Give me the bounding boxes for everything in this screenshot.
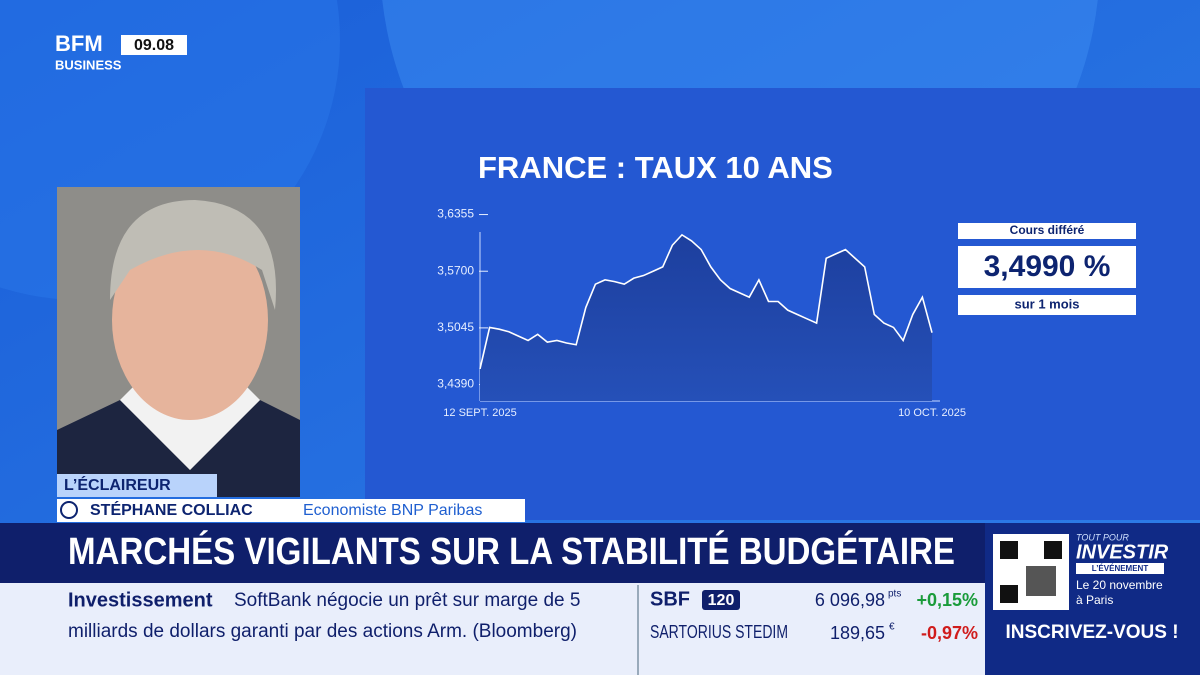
y-tick-label: 3,5700 xyxy=(437,263,474,277)
ticker-bar xyxy=(0,583,985,675)
promo-cta[interactable]: INSCRIVEZ-VOUS ! xyxy=(1005,622,1178,643)
hair xyxy=(110,200,276,310)
show-box xyxy=(57,474,217,497)
promo-tag-box xyxy=(1076,563,1164,574)
guest-box xyxy=(57,499,525,522)
index-value: 6 096,98 xyxy=(815,590,885,610)
promo-text: INVESTIR xyxy=(1076,541,1169,563)
y-tick-label: 3,5045 xyxy=(437,320,474,334)
quote-value: 3,4990 % xyxy=(984,250,1111,283)
guest-role: Economiste BNP Paribas xyxy=(303,502,482,519)
index-badge: 120 xyxy=(708,592,735,609)
promo-text: Le 20 novembre xyxy=(1076,578,1163,592)
headline: MARCHÉS VIGILANTS SUR LA STABILITÉ BUDGÉ… xyxy=(68,529,955,573)
y-tick-label: 3,6355 xyxy=(437,207,474,221)
quote-caption-box xyxy=(958,223,1136,239)
face xyxy=(112,220,268,420)
guest-name: STÉPHANE COLLIAC xyxy=(90,500,253,519)
index-name: SBF xyxy=(650,588,690,610)
index-unit: pts xyxy=(888,589,901,600)
quote-period: sur 1 mois xyxy=(1014,296,1079,311)
chart-title: FRANCE : TAUX 10 ANS xyxy=(478,150,833,185)
chart: 3,4390 3,5045 3,5700 3,6355 12 SEPT. 2025 10 … xyxy=(437,207,966,419)
news-text: milliards de dollars garanti par des act… xyxy=(68,621,577,642)
stock-value: 189,65 xyxy=(830,623,885,643)
stock-change: -0,97% xyxy=(921,623,978,643)
stock-name: SARTORIUS STEDIM xyxy=(650,622,788,642)
x-tick-label: 12 SEPT. 2025 xyxy=(443,407,516,419)
promo-text: L’ÉVÉNEMENT xyxy=(1092,564,1149,573)
area xyxy=(480,234,932,401)
quote-caption: Cours différé xyxy=(1010,223,1085,237)
line xyxy=(479,233,933,370)
news-text: SoftBank négocie un prêt sur marge de 5 xyxy=(234,590,580,611)
news-tag: Investissement xyxy=(68,589,213,611)
logo: BUSINESS xyxy=(55,57,122,72)
qr-code xyxy=(1044,541,1062,559)
y-tick-label: 3,4390 xyxy=(437,377,474,391)
qr-code xyxy=(1000,541,1018,559)
quote-period-box xyxy=(958,295,1136,315)
qr-code xyxy=(1000,585,1018,603)
promo-text: TOUT POUR xyxy=(1076,532,1129,542)
x-tick-label: 10 OCT. 2025 xyxy=(898,407,966,419)
qr-code xyxy=(1026,566,1056,596)
promo-text: à Paris xyxy=(1076,593,1113,607)
index-change: +0,15% xyxy=(916,590,978,610)
headline-bar xyxy=(0,523,985,583)
suit xyxy=(57,400,300,497)
logo: BFM xyxy=(55,31,103,56)
clock-box xyxy=(121,35,187,55)
show-name: L’ÉCLAIREUR xyxy=(64,475,171,494)
quote-value-box xyxy=(958,246,1136,288)
clock: 09.08 xyxy=(134,37,174,54)
phone-icon xyxy=(60,501,78,519)
index-badge-box xyxy=(702,590,740,610)
stock-unit: € xyxy=(889,622,895,633)
